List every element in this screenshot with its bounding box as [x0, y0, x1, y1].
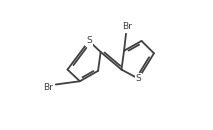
- Text: S: S: [135, 74, 141, 83]
- Text: S: S: [86, 36, 92, 46]
- Text: Br: Br: [43, 83, 53, 92]
- Text: Br: Br: [122, 21, 132, 31]
